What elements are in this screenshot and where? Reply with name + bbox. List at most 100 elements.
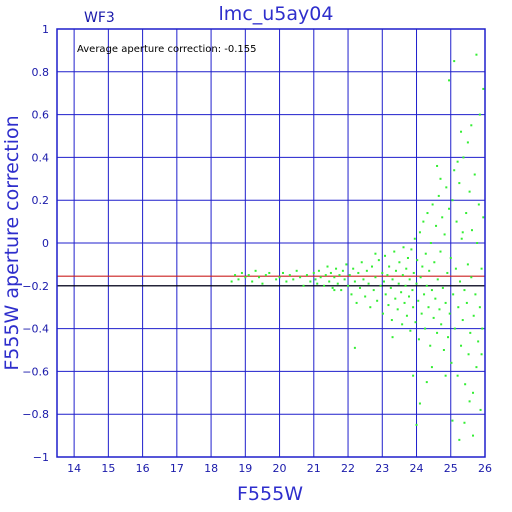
data-point: [425, 284, 428, 287]
data-point: [414, 321, 417, 324]
chip-label: WF3: [84, 10, 115, 26]
x-tick-label: 26: [478, 462, 492, 475]
data-point: [302, 284, 305, 287]
data-point: [429, 242, 432, 244]
data-point: [433, 261, 436, 264]
data-point: [434, 297, 437, 300]
x-tick-label: 16: [136, 462, 150, 475]
data-point: [348, 274, 351, 277]
data-point: [470, 124, 473, 127]
data-point: [449, 256, 452, 259]
data-point: [477, 203, 480, 206]
data-point: [446, 271, 449, 274]
data-point: [377, 259, 380, 262]
data-point: [481, 327, 484, 330]
data-point: [456, 374, 459, 377]
data-point: [292, 278, 295, 281]
data-point: [445, 186, 448, 189]
data-point: [475, 53, 478, 56]
data-point: [430, 366, 433, 369]
data-point: [374, 252, 377, 255]
data-points: [230, 53, 485, 441]
data-point: [295, 269, 298, 272]
data-point: [419, 276, 422, 279]
data-point: [463, 289, 466, 292]
data-point: [251, 280, 254, 283]
data-point: [473, 173, 476, 176]
data-point: [312, 271, 315, 274]
data-point: [384, 293, 387, 296]
data-point: [345, 263, 348, 266]
data-point: [328, 280, 331, 283]
data-point: [458, 182, 461, 185]
x-tick-label: 20: [273, 462, 287, 475]
data-point: [415, 423, 418, 426]
chart-grid: [57, 28, 486, 458]
data-point: [456, 160, 459, 163]
data-point: [391, 336, 394, 339]
x-tick-label: 18: [204, 462, 218, 475]
data-point: [441, 286, 444, 289]
data-point: [461, 231, 464, 234]
data-point: [409, 329, 412, 332]
data-point: [394, 297, 397, 300]
data-point: [379, 284, 382, 287]
data-point: [410, 248, 413, 251]
plot-frame: [56, 28, 486, 458]
data-point: [421, 265, 424, 268]
data-point: [384, 254, 387, 257]
data-point: [326, 265, 329, 268]
data-point: [362, 278, 365, 281]
data-point: [451, 419, 454, 422]
data-point: [309, 280, 312, 283]
y-tick-label: 1: [42, 23, 49, 36]
y-tick-label: −0.8: [22, 408, 49, 421]
data-point: [440, 323, 443, 326]
data-point: [418, 402, 421, 405]
data-point: [478, 113, 481, 116]
data-point: [455, 220, 458, 223]
data-point: [335, 267, 338, 270]
data-point: [472, 434, 475, 437]
data-point: [451, 199, 454, 202]
data-point: [365, 269, 368, 272]
data-point: [413, 237, 416, 240]
data-point: [452, 293, 455, 296]
y-tick-label: 0: [42, 237, 49, 250]
data-point: [417, 299, 420, 302]
reference-lines: [57, 275, 485, 287]
data-point: [461, 319, 464, 322]
data-point: [468, 190, 471, 193]
data-point: [411, 289, 414, 292]
data-point: [436, 278, 439, 281]
data-point: [408, 278, 411, 281]
data-point: [457, 306, 460, 309]
data-point: [406, 256, 409, 259]
data-point: [333, 276, 336, 279]
data-point: [390, 319, 393, 322]
data-point: [316, 282, 319, 285]
data-point: [264, 274, 267, 277]
data-point: [367, 282, 370, 285]
data-point: [364, 295, 367, 298]
data-point: [464, 383, 467, 386]
data-point: [374, 276, 377, 279]
data-point: [477, 340, 480, 343]
data-point: [448, 207, 451, 210]
data-point: [376, 299, 379, 302]
y-tick-label: −0.2: [22, 280, 49, 293]
data-point: [275, 278, 278, 281]
data-point: [333, 289, 336, 292]
data-point: [475, 366, 478, 369]
data-point: [436, 164, 439, 167]
data-point: [340, 289, 343, 292]
data-point: [324, 274, 327, 277]
data-point: [470, 276, 473, 279]
data-point: [401, 323, 404, 326]
data-point: [465, 212, 468, 215]
data-point: [352, 267, 355, 270]
data-point: [323, 284, 326, 287]
y-tick-label: −1: [33, 451, 49, 464]
data-point: [347, 284, 350, 287]
data-point: [474, 293, 477, 296]
